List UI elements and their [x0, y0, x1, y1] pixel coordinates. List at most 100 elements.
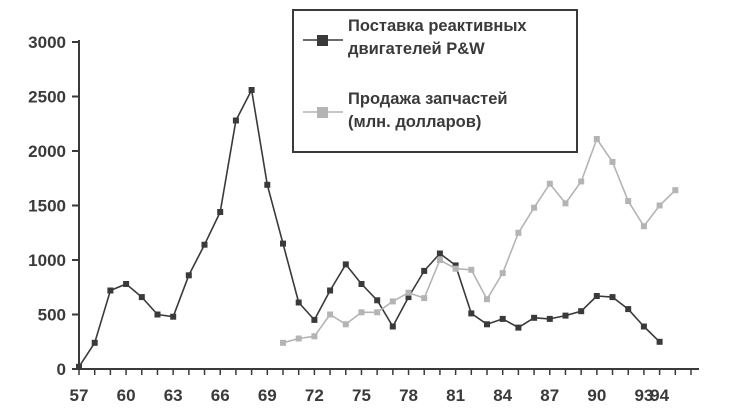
x-tick-label: 84 [493, 386, 512, 405]
data-point [217, 209, 224, 215]
data-point [389, 298, 396, 305]
data-point [609, 294, 616, 301]
x-tick-label: 93 [634, 386, 653, 405]
legend-label: Продажа запчастей [348, 90, 508, 108]
x-tick-label: 72 [305, 386, 324, 405]
data-point [374, 297, 381, 304]
data-point [593, 136, 600, 142]
data-point [499, 315, 506, 322]
data-point [546, 180, 553, 187]
legend-label: двигателей P&W [348, 40, 485, 58]
data-point [452, 265, 459, 272]
data-point [248, 87, 255, 93]
data-point [405, 294, 412, 301]
series-line [282, 138, 676, 344]
data-point [311, 333, 318, 340]
x-tick-label: 57 [70, 386, 89, 405]
legend-label: Поставка реактивных [348, 17, 527, 35]
data-point [138, 294, 145, 301]
y-tick-label: 2500 [28, 88, 66, 107]
legend: Поставка реактивных двигателей P&W Продажа… [292, 9, 578, 153]
data-point [515, 324, 522, 331]
y-tick-label: 1000 [28, 251, 66, 270]
data-point [358, 309, 365, 316]
data-point [185, 272, 192, 279]
data-point [499, 270, 506, 277]
x-tick-label: 60 [117, 386, 136, 405]
y-tick-label: 500 [38, 306, 66, 325]
y-tick-label: 2000 [28, 142, 66, 161]
data-point [656, 202, 663, 209]
data-point [342, 321, 349, 328]
data-point [76, 363, 82, 370]
series-layer [76, 87, 679, 370]
legend-item-2: Продажа запчастей (млн. долларов) [303, 90, 508, 131]
data-point [593, 293, 600, 299]
data-point [436, 250, 443, 257]
data-point [578, 308, 585, 315]
data-point [311, 316, 318, 323]
legend-marker [317, 35, 328, 46]
x-tick-label: 63 [164, 386, 183, 405]
data-point [358, 281, 365, 287]
data-point [107, 287, 114, 294]
data-point [546, 315, 553, 322]
data-point [578, 178, 585, 185]
data-point [295, 299, 302, 306]
data-point [515, 229, 522, 236]
data-point [468, 310, 475, 317]
data-point [123, 281, 130, 287]
y-tick-label: 0 [57, 360, 66, 379]
y-tick-label: 1500 [28, 197, 66, 216]
x-tick-label: 78 [399, 386, 418, 405]
data-point [656, 338, 663, 345]
data-point [452, 262, 459, 269]
data-point [562, 200, 569, 207]
legend-label: (млн. долларов) [348, 113, 481, 131]
axes: 0 500 1000 1500 2000 2500 3000 57 60 63 66 69 72 75 78… [28, 33, 699, 405]
x-tick-label: 66 [211, 386, 230, 405]
data-point [280, 339, 286, 346]
y-tick-label: 3000 [28, 33, 66, 52]
x-tick-label: 81 [446, 386, 465, 405]
data-point [342, 261, 349, 268]
data-point [389, 323, 396, 330]
data-point [154, 311, 161, 318]
data-point [264, 181, 271, 188]
x-tick-label: 69 [258, 386, 277, 405]
data-point [562, 312, 569, 319]
x-tick-label: 90 [587, 386, 606, 405]
series-1 [76, 87, 663, 370]
data-point [201, 241, 208, 248]
data-point [531, 314, 538, 321]
data-point [327, 311, 334, 318]
data-point [484, 321, 490, 328]
data-point [468, 266, 475, 273]
data-point [640, 223, 647, 230]
data-point [484, 296, 490, 303]
data-point [327, 287, 334, 294]
data-point [295, 335, 302, 342]
data-point [170, 313, 177, 320]
x-tick-label: 75 [352, 386, 371, 405]
legend-marker [317, 107, 328, 118]
data-point [374, 309, 381, 316]
data-point [640, 323, 647, 330]
legend-item-1: Поставка реактивных двигателей P&W [303, 17, 527, 58]
data-point [232, 117, 239, 124]
legend-box [292, 9, 578, 153]
data-point [531, 204, 538, 211]
data-point [421, 295, 428, 302]
x-tick-label: 94 [650, 386, 669, 405]
data-point [672, 187, 679, 194]
data-point [405, 289, 412, 296]
data-point [421, 267, 428, 274]
data-point [609, 158, 616, 165]
data-point [625, 198, 632, 205]
data-point [625, 306, 632, 313]
series-2 [280, 136, 679, 346]
data-point [436, 257, 443, 263]
x-tick-label: 87 [540, 386, 559, 405]
